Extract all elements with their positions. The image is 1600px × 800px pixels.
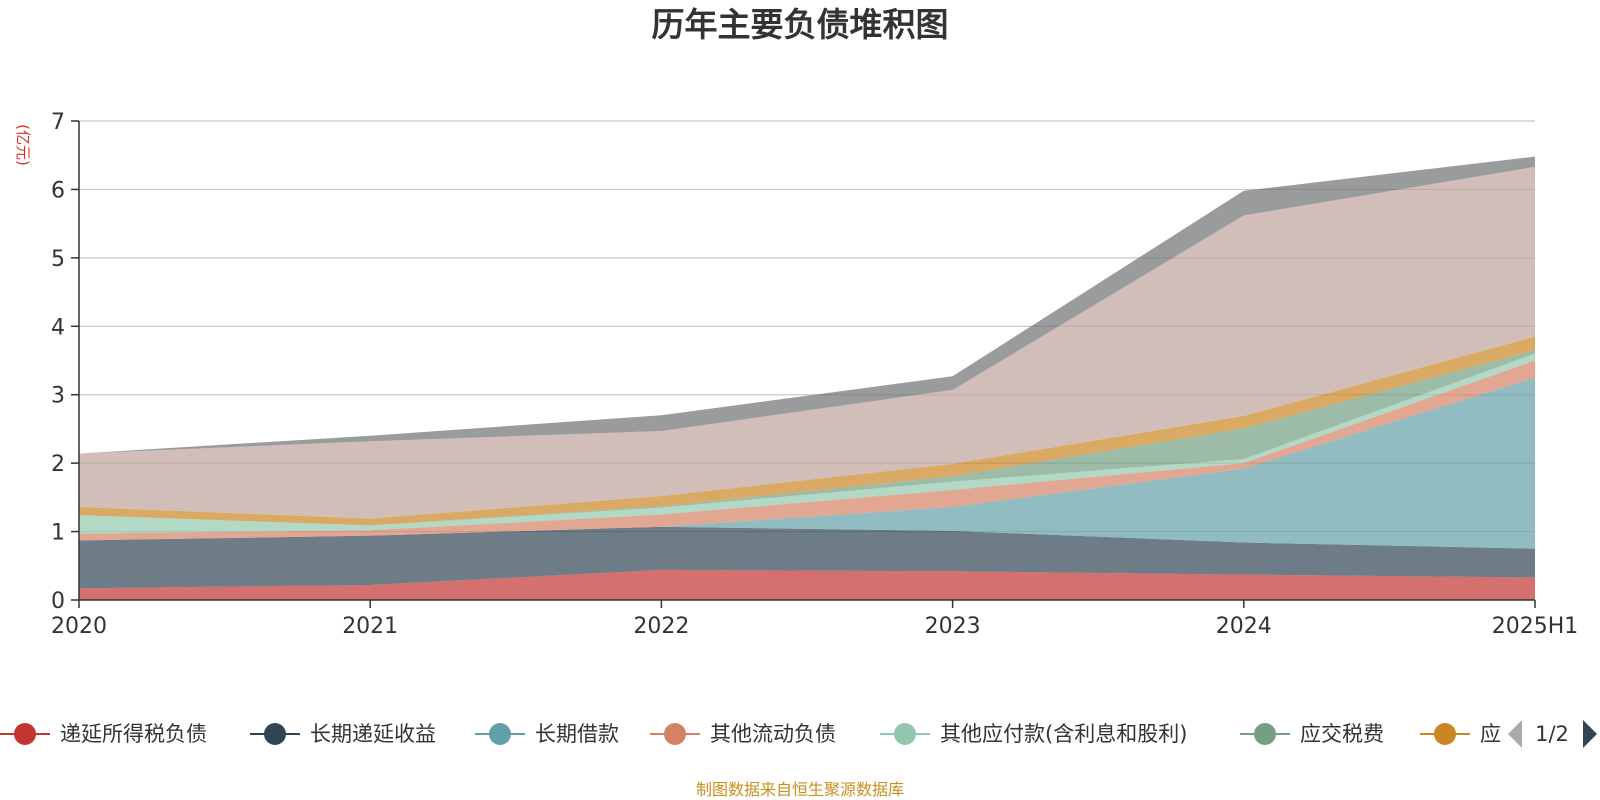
y-axis-unit-label: (亿元) [14,124,32,166]
legend-circle-marker [664,723,686,745]
legend-item[interactable]: 应交税费 [1240,722,1384,746]
legend-label: 其他应付款(含利息和股利) [940,722,1187,746]
area-series-3[interactable] [79,360,1535,541]
legend-prev-page-icon[interactable] [1508,720,1522,748]
area-series-7[interactable] [79,166,1535,519]
y-tick-label: 5 [51,247,65,272]
y-tick-label: 3 [51,384,65,409]
x-tick-label: 2022 [633,614,689,639]
legend-item[interactable]: 应 [1420,722,1501,746]
legend-circle-marker [894,723,916,745]
legend-item[interactable]: 递延所得税负债 [0,722,207,746]
y-tick-label: 4 [51,315,65,340]
area-series-4[interactable] [79,353,1535,534]
y-tick-label: 2 [51,452,65,477]
legend-page-indicator: 1/2 [1535,722,1569,746]
legend-label: 长期递延收益 [310,722,436,746]
area-series-6[interactable] [79,336,1535,526]
x-tick-label: 2020 [51,614,107,639]
legend-label: 长期借款 [535,722,619,746]
legend-pager: 1/2 [1508,720,1597,748]
legend-label: 递延所得税负债 [60,722,207,746]
legend-item[interactable]: 其他应付款(含利息和股利) [880,722,1187,746]
axes: 0 1 2 3 4 5 6 7 2020 2021 2022 2023 2024 2025H1 [51,110,1578,639]
legend-circle-marker [1254,723,1276,745]
y-tick-label: 1 [51,521,65,546]
legend-label: 应交税费 [1300,722,1384,746]
chart-title: 历年主要负债堆积图 [652,5,949,44]
legend-item[interactable]: 长期递延收益 [250,722,436,746]
legend-item[interactable]: 长期借款 [475,722,619,746]
legend-circle-marker [14,723,36,745]
legend[interactable]: 递延所得税负债 长期递延收益 长期借款 其他流动负债 其他应付款(含利息和股利) 应交税费… [0,722,1501,746]
area-series-1[interactable] [79,526,1535,589]
legend-circle-marker [489,723,511,745]
area-series-2[interactable] [79,377,1535,549]
y-tick-label: 0 [51,589,65,614]
y-tick-label: 6 [51,178,65,203]
x-tick-label: 2021 [342,614,398,639]
x-tick-label: 2023 [925,614,981,639]
legend-item[interactable]: 其他流动负债 [650,722,836,746]
y-tick-label: 7 [51,110,65,135]
legend-label: 应 [1480,722,1501,746]
legend-circle-marker [1434,723,1456,745]
area-series-0[interactable] [79,569,1535,600]
stacked-areas [79,156,1535,600]
area-series-8[interactable] [79,156,1535,454]
legend-next-page-icon[interactable] [1583,720,1597,748]
legend-circle-marker [264,723,286,745]
x-tick-label: 2024 [1216,614,1272,639]
data-source-note: 制图数据来自恒生聚源数据库 [696,780,904,799]
legend-label: 其他流动负债 [710,722,836,746]
area-series-5[interactable] [79,350,1535,526]
x-tick-label: 2025H1 [1492,614,1579,639]
